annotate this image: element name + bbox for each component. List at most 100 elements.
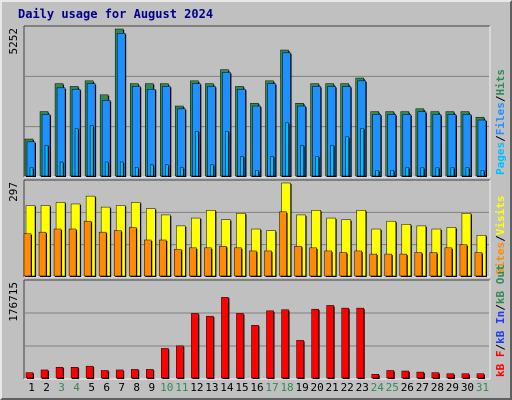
- legend-entry: /: [494, 95, 507, 102]
- pages-bar: [405, 167, 410, 177]
- files-bar: [417, 111, 427, 177]
- day-label: 31: [476, 381, 489, 394]
- sites-bar: [174, 249, 182, 277]
- sites-bar: [414, 252, 423, 277]
- kbytes-bar: [25, 372, 34, 379]
- day-label: 23: [356, 381, 369, 394]
- files-bar: [387, 114, 397, 177]
- day-label: 1: [28, 381, 35, 394]
- kbytes-bar: [416, 371, 425, 379]
- sites-bar: [159, 239, 167, 277]
- day-label: 5: [88, 381, 95, 394]
- day-label: 28: [431, 381, 444, 394]
- kbytes-bar: [281, 309, 289, 379]
- day-label: 3: [58, 381, 65, 394]
- pages-bar: [225, 130, 229, 177]
- sites-bar: [83, 220, 92, 277]
- pages-bar: [134, 167, 139, 177]
- sites-bar: [354, 250, 362, 277]
- pages-bar: [180, 167, 184, 177]
- kbytes-bar: [100, 370, 109, 379]
- kbytes-bar: [356, 307, 364, 379]
- sites-bar: [399, 253, 408, 277]
- legend-entry: Hits: [494, 69, 507, 96]
- day-label: 21: [326, 381, 339, 394]
- kbytes-bar: [221, 297, 229, 379]
- legend-entry: /: [494, 304, 507, 311]
- pages-bar: [44, 144, 49, 177]
- files-bar: [116, 33, 126, 177]
- day-label: 26: [401, 381, 414, 394]
- legend-entry: kB In: [494, 311, 507, 344]
- kbytes-bar: [266, 310, 274, 379]
- sites-bar: [38, 231, 47, 277]
- day-label: 16: [250, 381, 263, 394]
- sites-bar: [459, 244, 468, 277]
- sites-bar: [219, 246, 227, 277]
- files-bar: [462, 114, 472, 177]
- files-bar: [432, 114, 442, 177]
- kbytes-bar: [191, 313, 199, 379]
- pages-bar: [29, 167, 34, 177]
- sites-bar: [113, 230, 122, 277]
- legend-3: kB F/kB In/kB Out: [494, 264, 507, 377]
- pages-bar: [119, 161, 124, 177]
- day-label: 29: [446, 381, 459, 394]
- legend-entry: /: [494, 135, 507, 142]
- sites-bar: [474, 252, 483, 277]
- kbytes-bar: [386, 370, 395, 379]
- pages-bar: [285, 122, 289, 177]
- sites-bar: [429, 252, 438, 277]
- kbytes-bar: [311, 308, 319, 379]
- kbytes-bar: [371, 373, 379, 379]
- sites-bar: [294, 246, 302, 277]
- legend-entry: kB Out: [494, 264, 507, 304]
- legend-entry: Sites: [494, 242, 507, 275]
- day-label: 17: [265, 381, 278, 394]
- day-label: 30: [461, 381, 474, 394]
- pages-bar: [345, 136, 349, 177]
- kbytes-bar: [40, 369, 49, 379]
- day-label: 22: [341, 381, 354, 394]
- kbytes-bar: [461, 373, 470, 379]
- day-label: 19: [295, 381, 308, 394]
- pages-bar: [390, 170, 395, 177]
- pages-bar: [270, 156, 274, 177]
- day-label: 12: [190, 381, 203, 394]
- day-label: 8: [133, 381, 140, 394]
- day-label: 7: [118, 381, 125, 394]
- sites-bar: [204, 247, 212, 277]
- sites-bar: [339, 252, 347, 277]
- kbytes-bar: [296, 340, 304, 379]
- day-label: 18: [280, 381, 293, 394]
- legend-entry: Pages: [494, 142, 507, 175]
- sites-bar: [68, 228, 77, 277]
- day-label: 4: [73, 381, 80, 394]
- day-label: 13: [205, 381, 218, 394]
- pages-bar: [195, 130, 199, 177]
- pages-bar: [89, 125, 94, 177]
- files-bar: [477, 119, 487, 177]
- sites-bar: [234, 247, 242, 277]
- files-bar: [207, 86, 216, 177]
- day-label: 14: [220, 381, 234, 394]
- pages-bar: [315, 156, 319, 177]
- sites-bar: [53, 228, 62, 277]
- sites-bar: [444, 247, 453, 277]
- pages-bar: [465, 167, 470, 177]
- pages-bar: [360, 128, 364, 177]
- kbytes-bar: [146, 369, 154, 379]
- kbytes-bar: [130, 369, 139, 379]
- files-bar: [177, 108, 186, 177]
- pages-bar: [210, 164, 214, 177]
- legend-1: Pages/Files/Hits: [494, 69, 507, 175]
- kbytes-bar: [401, 370, 410, 379]
- pages-bar: [59, 161, 64, 177]
- max-value-label-3: 176715: [7, 282, 20, 322]
- pages-bar: [255, 170, 259, 177]
- day-label: 9: [148, 381, 155, 394]
- kbytes-bar: [341, 307, 349, 379]
- pages-bar: [435, 167, 440, 177]
- files-bar: [402, 114, 412, 177]
- legend-2: Sites/Visits: [494, 196, 507, 276]
